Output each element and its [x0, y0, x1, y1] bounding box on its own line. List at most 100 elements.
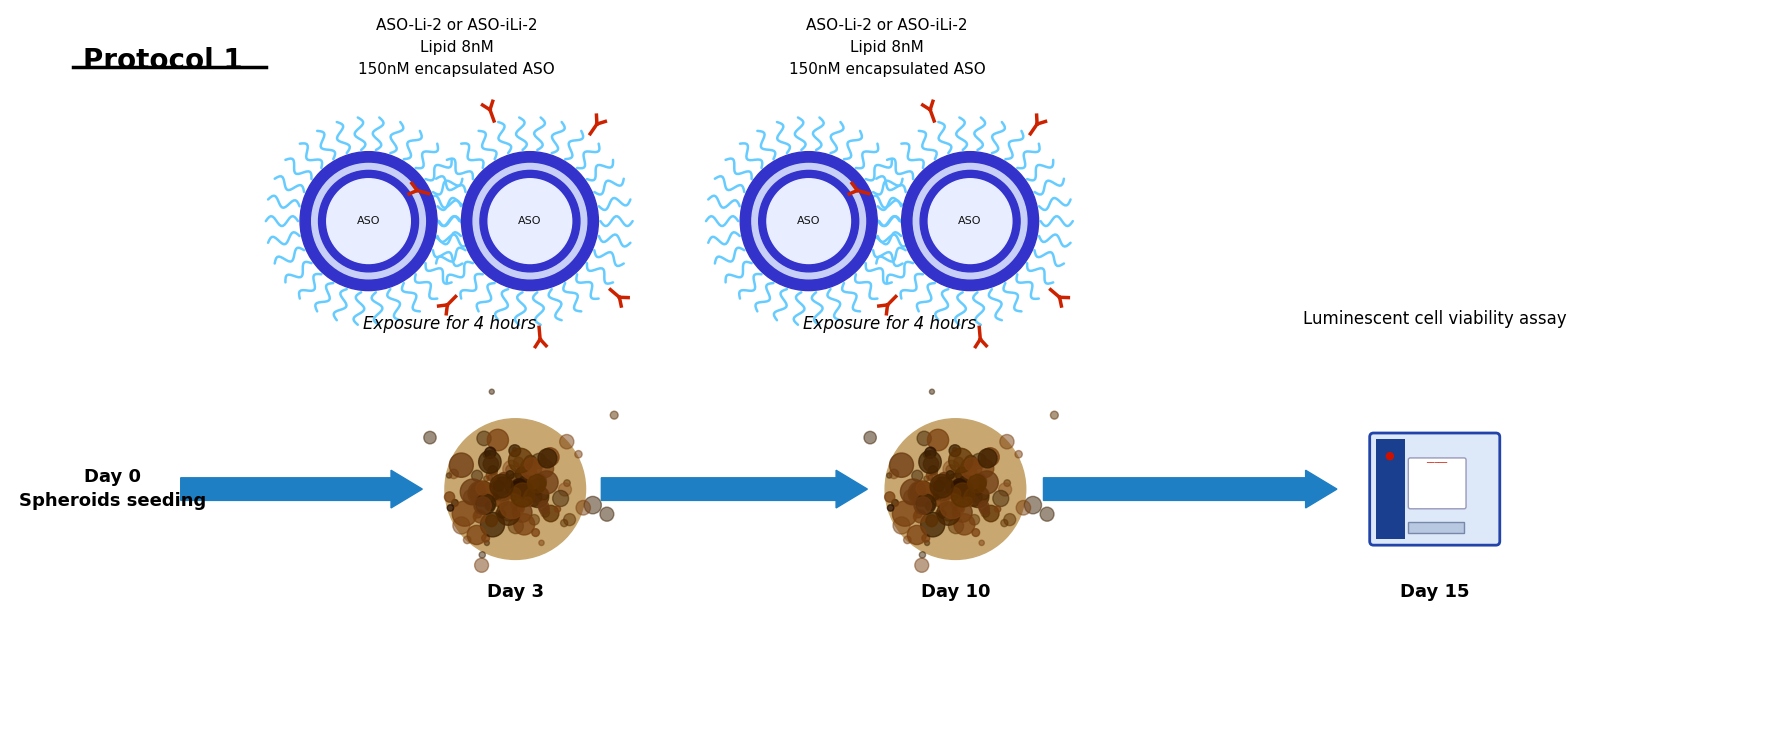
- Circle shape: [518, 506, 523, 511]
- Text: ASO: ASO: [356, 216, 379, 226]
- Circle shape: [555, 506, 560, 512]
- Circle shape: [913, 510, 926, 523]
- Circle shape: [512, 447, 516, 452]
- Circle shape: [514, 514, 534, 535]
- Circle shape: [993, 490, 1009, 506]
- Circle shape: [535, 459, 553, 477]
- Circle shape: [913, 163, 1027, 279]
- Circle shape: [926, 470, 936, 481]
- Circle shape: [972, 453, 986, 469]
- Circle shape: [945, 471, 954, 479]
- Circle shape: [473, 163, 587, 279]
- Circle shape: [929, 477, 954, 501]
- Circle shape: [530, 473, 546, 489]
- Text: Day 10: Day 10: [920, 583, 989, 601]
- Circle shape: [927, 475, 933, 480]
- Text: ●: ●: [1385, 451, 1394, 461]
- Circle shape: [956, 467, 970, 482]
- Circle shape: [473, 497, 491, 514]
- Circle shape: [511, 483, 534, 507]
- Circle shape: [1004, 514, 1016, 525]
- Circle shape: [498, 510, 505, 518]
- Circle shape: [931, 493, 938, 502]
- Circle shape: [541, 508, 550, 517]
- Circle shape: [966, 486, 988, 508]
- Circle shape: [509, 445, 521, 457]
- Circle shape: [473, 510, 486, 523]
- Circle shape: [970, 473, 986, 489]
- Circle shape: [929, 389, 934, 394]
- Text: ASO-Li-2 or ASO-iLi-2
Lipid 8nM
150nM encapsulated ASO: ASO-Li-2 or ASO-iLi-2 Lipid 8nM 150nM en…: [358, 18, 555, 77]
- Circle shape: [500, 504, 518, 521]
- Circle shape: [525, 463, 535, 475]
- Circle shape: [449, 453, 473, 477]
- Circle shape: [535, 471, 558, 494]
- Circle shape: [519, 458, 541, 479]
- FancyArrow shape: [1043, 470, 1337, 508]
- Circle shape: [452, 500, 457, 506]
- Circle shape: [950, 479, 966, 494]
- Circle shape: [518, 476, 537, 496]
- Circle shape: [539, 540, 544, 545]
- Circle shape: [532, 478, 544, 491]
- Circle shape: [484, 501, 495, 511]
- Circle shape: [977, 488, 988, 500]
- Circle shape: [495, 511, 500, 515]
- Circle shape: [886, 505, 894, 511]
- Circle shape: [982, 506, 998, 522]
- Circle shape: [505, 471, 514, 479]
- Circle shape: [1016, 500, 1030, 515]
- Circle shape: [965, 458, 977, 471]
- Circle shape: [980, 508, 989, 517]
- Circle shape: [468, 481, 493, 506]
- Circle shape: [486, 470, 496, 481]
- Circle shape: [1000, 435, 1014, 449]
- Text: Luminescent cell viability assay: Luminescent cell viability assay: [1301, 311, 1566, 328]
- Circle shape: [924, 476, 929, 481]
- Circle shape: [480, 170, 580, 272]
- Bar: [1408, 523, 1463, 533]
- Circle shape: [975, 459, 993, 477]
- Text: Day 15: Day 15: [1399, 583, 1468, 601]
- Circle shape: [326, 179, 410, 263]
- Circle shape: [933, 496, 938, 501]
- Circle shape: [482, 534, 489, 542]
- Circle shape: [998, 483, 1011, 496]
- Circle shape: [917, 431, 931, 446]
- Text: Day 0
Spheroids seeding: Day 0 Spheroids seeding: [18, 469, 206, 510]
- Circle shape: [472, 470, 482, 481]
- Circle shape: [452, 501, 477, 526]
- Circle shape: [950, 480, 966, 496]
- Circle shape: [934, 500, 941, 506]
- Bar: [1374, 439, 1404, 539]
- Circle shape: [488, 475, 493, 480]
- Circle shape: [528, 514, 539, 525]
- Circle shape: [957, 482, 975, 500]
- Circle shape: [511, 480, 527, 496]
- Circle shape: [319, 170, 418, 272]
- Circle shape: [489, 493, 498, 502]
- Circle shape: [963, 497, 972, 506]
- Circle shape: [915, 482, 929, 495]
- Circle shape: [902, 536, 911, 544]
- Circle shape: [949, 445, 961, 457]
- Text: ASO: ASO: [518, 216, 541, 226]
- Circle shape: [913, 497, 931, 514]
- Text: ASO: ASO: [796, 216, 819, 226]
- Circle shape: [943, 461, 959, 477]
- Circle shape: [300, 151, 436, 291]
- Circle shape: [525, 458, 537, 471]
- Circle shape: [519, 477, 527, 484]
- Circle shape: [965, 455, 977, 468]
- Circle shape: [940, 508, 943, 512]
- Circle shape: [521, 487, 527, 492]
- Circle shape: [1023, 497, 1041, 514]
- Ellipse shape: [445, 418, 585, 559]
- Circle shape: [495, 500, 502, 506]
- Circle shape: [945, 473, 970, 497]
- Circle shape: [950, 483, 975, 507]
- Circle shape: [922, 456, 938, 472]
- Circle shape: [973, 478, 984, 491]
- Circle shape: [902, 489, 918, 505]
- Circle shape: [500, 494, 525, 519]
